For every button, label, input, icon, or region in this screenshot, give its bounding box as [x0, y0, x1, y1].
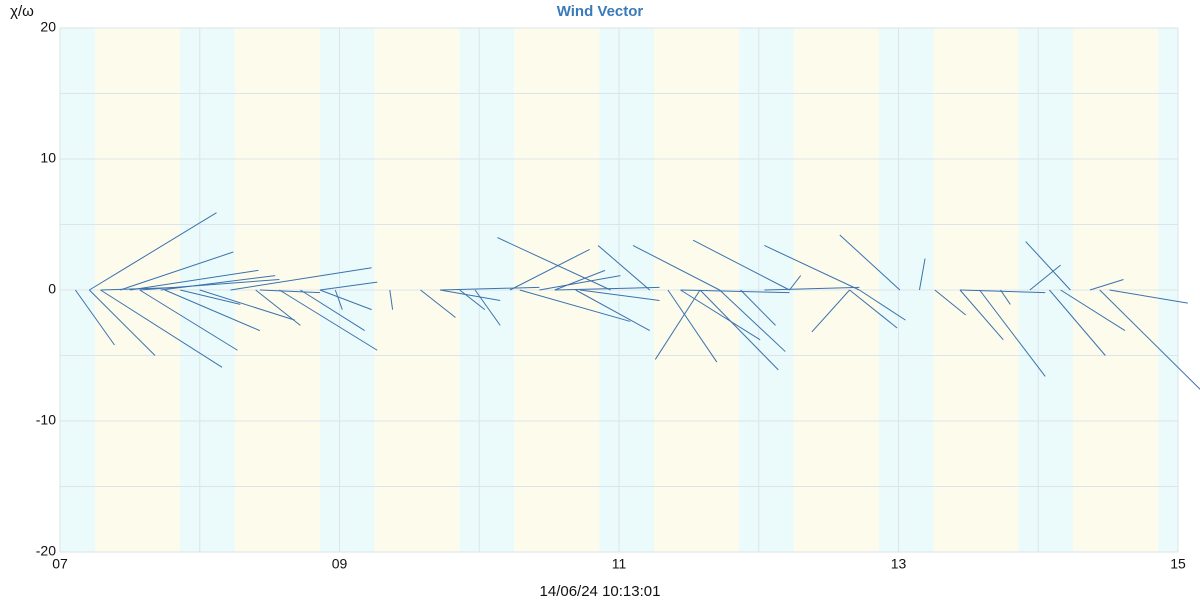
wind-vector	[719, 289, 786, 352]
wind-vector	[839, 234, 901, 291]
x-tick-label: 15	[1170, 556, 1186, 572]
wind-vector	[1109, 289, 1188, 304]
wind-vector	[654, 289, 701, 360]
wind-vector	[100, 289, 223, 368]
wind-vector	[959, 289, 1046, 294]
wind-vector	[811, 289, 850, 333]
wind-vector	[579, 289, 660, 301]
wind-vector	[1099, 289, 1200, 390]
x-tick-label: 07	[52, 556, 68, 572]
x-tick-label: 09	[332, 556, 348, 572]
wind-vector	[420, 289, 456, 318]
wind-vector	[539, 275, 621, 291]
wind-vector	[632, 245, 720, 291]
wind-vector	[334, 289, 343, 310]
wind-vector	[389, 289, 394, 310]
x-axis-label: 14/06/24 10:13:01	[540, 583, 661, 600]
wind-vector	[300, 289, 365, 332]
wind-vector	[1029, 264, 1061, 291]
wind-vector	[1000, 289, 1011, 305]
wind-vector	[139, 289, 238, 351]
wind-vector	[259, 289, 320, 294]
wind-vector	[164, 289, 261, 332]
y-tick-label: -10	[36, 412, 56, 428]
wind-vector	[88, 289, 156, 356]
wind-vector	[764, 245, 860, 291]
wind-vector	[509, 248, 590, 291]
wind-vector	[680, 289, 761, 341]
wind-vector	[230, 267, 372, 291]
wind-vector	[474, 289, 501, 326]
y-tick-label: 20	[40, 19, 56, 35]
y-tick-label: 0	[48, 281, 56, 297]
wind-vector	[139, 279, 280, 291]
wind-vector	[74, 289, 115, 346]
wind-vector	[934, 289, 966, 316]
wind-vector	[440, 289, 501, 301]
wind-vector	[129, 269, 259, 291]
wind-vector	[199, 289, 295, 321]
y-tick-label: 10	[40, 150, 56, 166]
chart-title: Wind Vector	[557, 3, 644, 20]
wind-vector	[459, 289, 486, 311]
wind-vector	[692, 239, 790, 291]
wind-vector	[1089, 279, 1124, 291]
wind-vector	[1060, 289, 1126, 332]
wind-vector	[319, 281, 378, 291]
wind-vector	[740, 289, 776, 326]
x-tick-label: 13	[891, 556, 907, 572]
wind-vector	[180, 289, 241, 305]
wind-vector	[789, 275, 802, 291]
y-axis-label: χ/ω	[10, 3, 34, 20]
wind-vector	[89, 212, 217, 291]
wind-vector	[667, 289, 718, 363]
wind-vector	[119, 251, 234, 291]
wind-vector	[255, 289, 301, 326]
wind-vector	[597, 245, 651, 291]
wind-vector	[680, 289, 790, 294]
wind-vector	[575, 289, 650, 332]
wind-vector	[699, 289, 779, 371]
wind-vector	[859, 289, 906, 321]
wind-vector	[319, 289, 372, 311]
x-tick-label: 11	[612, 556, 627, 572]
wind-vector	[554, 286, 660, 291]
wind-vector	[1049, 289, 1106, 356]
wind-vector	[918, 258, 926, 291]
wind-vector	[519, 289, 631, 322]
wind-vector	[440, 286, 540, 291]
y-tick-label: -20	[36, 543, 56, 559]
wind-vector	[1025, 241, 1071, 291]
wind-vector	[554, 269, 606, 291]
wind-vector	[279, 289, 378, 351]
wind-vector	[979, 289, 1046, 377]
wind-vector	[764, 286, 860, 291]
wind-vector	[849, 289, 898, 329]
wind-vector	[497, 237, 611, 291]
wind-vector	[959, 289, 1004, 341]
